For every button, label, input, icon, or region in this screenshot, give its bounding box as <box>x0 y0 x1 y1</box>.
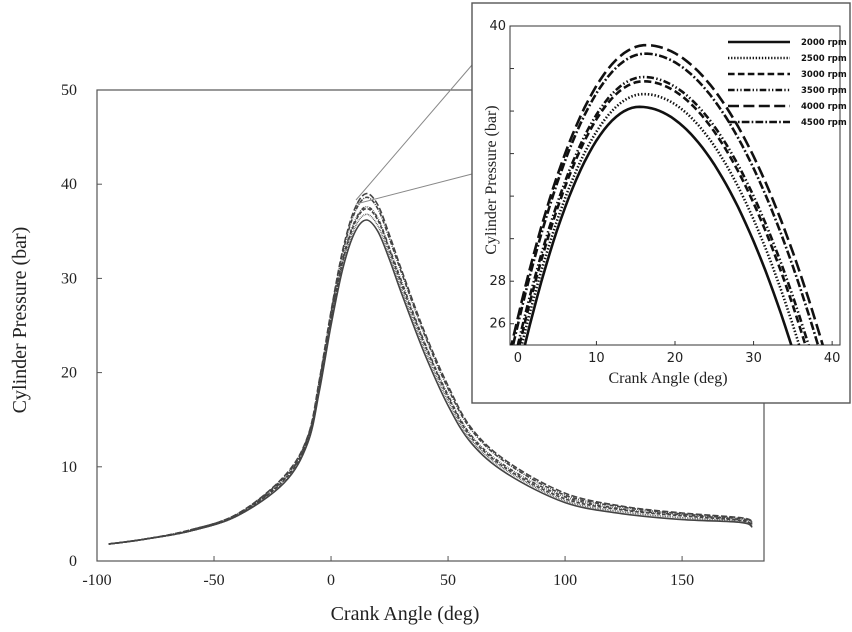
main-x-tick-label: -100 <box>82 572 111 589</box>
inset-series-line <box>518 79 807 345</box>
main-x-tick-label: 0 <box>327 572 335 589</box>
legend-label: 2000 rpm <box>801 38 847 48</box>
main-x-tick-label: 50 <box>440 572 456 589</box>
inset-series-line <box>511 52 820 345</box>
inset-y-tick-label: 40 <box>489 19 506 34</box>
inset-y-tick-label: 28 <box>489 274 506 289</box>
inset-y-tick-label: 26 <box>489 317 506 332</box>
main-x-tick-label: -50 <box>203 572 224 589</box>
main-x-tick-label: 100 <box>553 572 577 589</box>
inset-x-tick-label: 40 <box>824 351 841 366</box>
inset-y-axis-title: Cylinder Pressure (bar) <box>483 105 500 254</box>
legend-label: 4000 rpm <box>801 102 847 112</box>
main-y-tick-label: 20 <box>61 365 77 382</box>
zoom-connector-lower <box>355 173 473 205</box>
legend-label: 3500 rpm <box>801 86 847 96</box>
main-y-tick-label: 0 <box>69 553 77 570</box>
main-series-line <box>108 207 753 545</box>
inset-series-group <box>510 43 825 345</box>
main-series-group <box>108 192 753 545</box>
inset-x-tick-label: 20 <box>667 351 684 366</box>
main-y-axis-title: Cylinder Pressure (bar) <box>9 227 31 414</box>
inset-series-line <box>520 92 801 345</box>
inset-panel <box>471 2 851 404</box>
zoom-connector-upper <box>355 64 473 201</box>
main-y-tick-label: 50 <box>61 82 77 99</box>
inset-x-tick-label: 0 <box>514 351 522 366</box>
main-series-line <box>108 205 753 545</box>
inset-legend: 2000 rpm 2500 rpm 3000 rpm 3500 rpm 4000 rpm… <box>728 38 847 128</box>
main-y-tick-label: 40 <box>61 176 77 193</box>
inset-axis-ticks: 0 10 20 30 40 26 28 40 <box>489 19 840 366</box>
inset-x-tick-label: 10 <box>588 351 605 366</box>
inset-x-axis-title: Crank Angle (deg) <box>608 370 727 387</box>
inset-series-line <box>510 43 825 345</box>
legend-label: 3000 rpm <box>801 70 847 80</box>
main-y-tick-label: 30 <box>61 270 77 287</box>
inset-series-line <box>523 105 793 345</box>
main-y-tick-label: 10 <box>61 459 77 476</box>
inset-x-tick-label: 30 <box>745 351 762 366</box>
main-series-line <box>108 219 753 545</box>
main-series-line <box>108 196 753 545</box>
legend-label: 4500 rpm <box>801 118 847 128</box>
main-x-tick-label: 150 <box>670 572 694 589</box>
main-x-axis-title: Crank Angle (deg) <box>331 603 480 625</box>
legend-label: 2500 rpm <box>801 54 847 64</box>
